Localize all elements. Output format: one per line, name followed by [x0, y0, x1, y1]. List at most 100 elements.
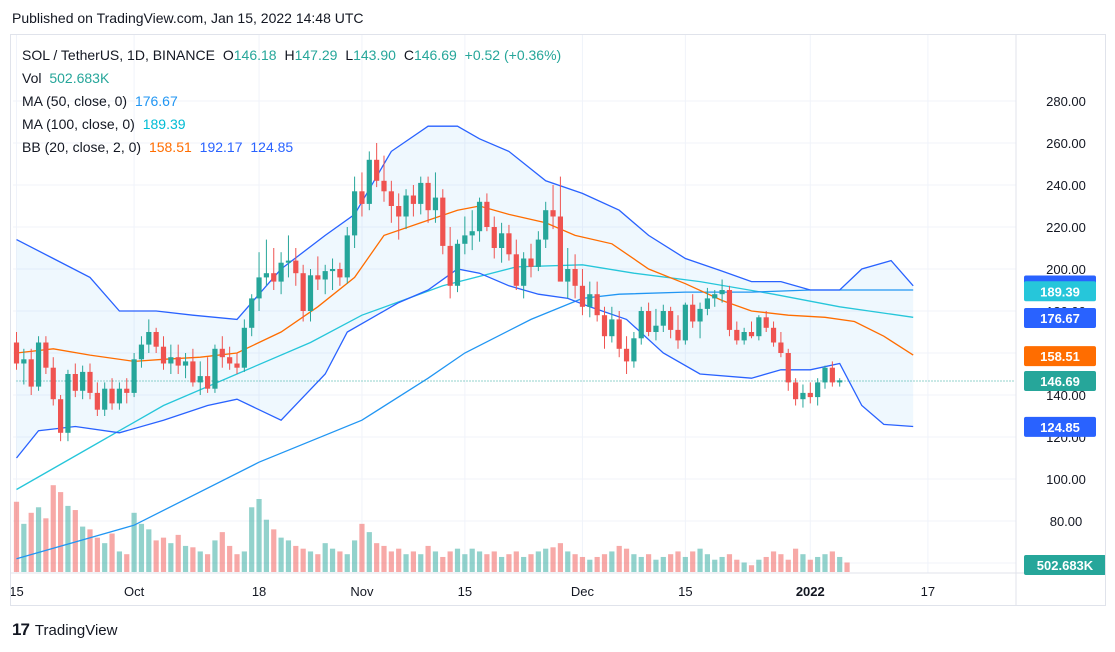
volume-bar	[719, 556, 725, 572]
volume-bar	[94, 537, 100, 572]
volume-tag	[1024, 555, 1105, 575]
y-tick-label: 280.00	[1046, 94, 1086, 109]
candle-body	[80, 371, 86, 391]
candle-body	[35, 342, 42, 387]
y-tick-label: 200.00	[1046, 262, 1086, 277]
candle-body	[704, 298, 710, 309]
volume-bar	[506, 554, 512, 572]
volume-bars	[13, 485, 850, 572]
candle-body	[690, 304, 696, 322]
candle-body	[469, 231, 475, 236]
volume-bar	[697, 548, 703, 572]
y-tick-label: 140.00	[1046, 388, 1086, 403]
bb-basis-tag	[1024, 346, 1096, 367]
y-tick-label: 240.00	[1046, 178, 1086, 193]
candle-body	[87, 371, 93, 393]
volume-bar	[219, 532, 225, 572]
volume-bar	[690, 551, 696, 572]
chart-frame[interactable]: 280.00260.00240.00220.00200.00180.00160.…	[10, 34, 1106, 606]
symbol-label[interactable]: SOL / TetherUS, 1D, BINANCE	[22, 47, 215, 63]
candle-body	[815, 382, 821, 398]
ma50-label[interactable]: MA (50, close, 0)	[22, 93, 128, 109]
volume-bar	[484, 554, 490, 572]
candle-body	[212, 348, 218, 389]
ma50-tag-text: 176.67	[1040, 311, 1080, 326]
candle-body	[418, 182, 424, 204]
volume-bar	[447, 551, 453, 572]
volume-bar	[418, 554, 424, 572]
candle-body	[829, 367, 835, 383]
volume-bar	[381, 545, 387, 572]
bb-label[interactable]: BB (20, close, 2, 0)	[22, 139, 142, 155]
vol-label[interactable]: Vol	[22, 70, 42, 86]
volume-bar	[234, 554, 240, 572]
candle-body	[807, 392, 813, 398]
volume-bar	[337, 551, 343, 572]
volume-bar	[763, 556, 769, 572]
tradingview-footer[interactable]: 17 TradingView	[12, 620, 117, 640]
volume-bar	[587, 559, 593, 572]
candle-body	[572, 269, 578, 286]
volume-bar	[307, 551, 314, 572]
candle-body	[770, 327, 777, 343]
ma100-label[interactable]: MA (100, close, 0)	[22, 116, 135, 132]
bollinger-band-fill	[16, 126, 914, 458]
vol-value: 502.683K	[49, 70, 110, 86]
candle-body	[609, 319, 615, 337]
volume-bar	[153, 540, 159, 572]
volume-bar	[175, 534, 181, 572]
candle-body	[484, 201, 490, 227]
volume-bar	[638, 556, 644, 572]
volume-bar	[58, 492, 64, 572]
volume-bar	[182, 545, 189, 572]
published-line: Published on TradingView.com, Jan 15, 20…	[12, 10, 364, 26]
candle-body	[65, 374, 71, 433]
volume-bar	[190, 547, 196, 572]
candle-body	[271, 273, 277, 282]
volume-bar	[80, 526, 86, 572]
volume-bar	[785, 559, 791, 572]
candle-body	[322, 271, 328, 280]
volume-bar	[756, 559, 762, 572]
candle-body	[329, 269, 336, 272]
tradingview-logo-icon: 17	[12, 620, 30, 639]
bb-upper-value: 192.17	[199, 139, 243, 155]
candle-body	[182, 361, 189, 366]
candle-body	[13, 342, 20, 364]
volume-bar	[682, 556, 688, 572]
volume-bar	[454, 548, 461, 572]
volume-bar	[278, 537, 284, 572]
x-tick-label: Nov	[350, 584, 374, 599]
high-label: H	[284, 47, 295, 63]
volume-bar	[263, 519, 269, 572]
ma100-tag	[1024, 281, 1096, 302]
volume-bar	[116, 551, 122, 572]
candle-body	[594, 294, 600, 316]
candle-body	[499, 233, 505, 248]
candle-body	[102, 388, 108, 410]
chart-svg[interactable]: 280.00260.00240.00220.00200.00180.00160.…	[11, 35, 1105, 605]
candle-body	[43, 342, 49, 368]
volume-bar	[160, 537, 167, 572]
volume-bar	[646, 554, 652, 572]
candle-body	[513, 254, 519, 286]
candle-body	[28, 359, 34, 387]
volume-bar	[315, 554, 321, 572]
volume-bar	[65, 505, 71, 572]
candle-body	[124, 388, 130, 393]
volume-bar	[748, 565, 755, 572]
candle-body	[447, 245, 453, 286]
candle-body	[160, 346, 167, 364]
candle-body	[756, 317, 762, 337]
candle-body	[462, 235, 468, 244]
x-tick-label: Dec	[571, 584, 595, 599]
x-tick-label: 15	[678, 584, 692, 599]
bb-lower-tag	[1024, 416, 1096, 437]
candle-body	[153, 332, 159, 347]
candle-body	[550, 210, 556, 217]
high-value: 147.29	[294, 47, 338, 63]
volume-bar	[513, 551, 519, 572]
candle-body	[653, 325, 659, 332]
x-tick-label: Oct	[124, 584, 145, 599]
volume-bar	[726, 554, 733, 572]
